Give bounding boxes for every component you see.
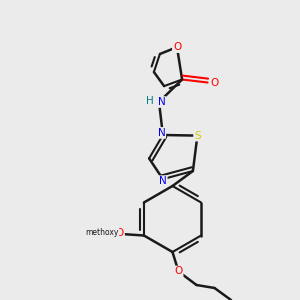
Text: O: O — [173, 42, 181, 52]
Text: H: H — [146, 95, 154, 106]
Text: O: O — [174, 266, 183, 277]
Text: N: N — [158, 97, 165, 107]
Text: O: O — [116, 228, 124, 238]
Text: O: O — [210, 77, 218, 88]
Text: N: N — [159, 176, 167, 186]
Text: S: S — [194, 130, 201, 141]
Text: N: N — [158, 128, 165, 138]
Text: methoxy: methoxy — [85, 228, 118, 237]
